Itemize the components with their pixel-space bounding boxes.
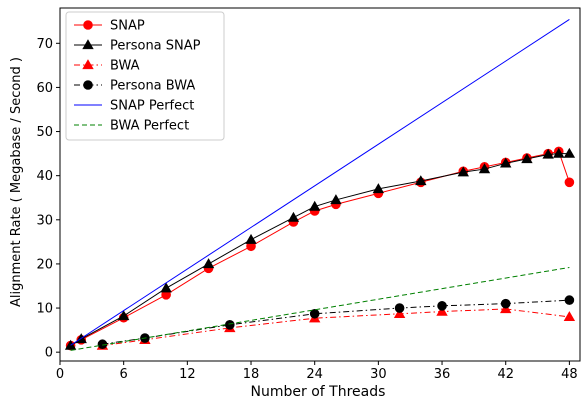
data-point-1-13 <box>500 157 512 168</box>
legend-item-5: BWA Perfect <box>74 119 189 134</box>
x-axis-label: Number of Threads <box>251 384 386 400</box>
series-line-4 <box>70 19 570 346</box>
legend-marker-1 <box>82 39 94 50</box>
legend-marker-2 <box>82 59 94 70</box>
legend-item-2: BWA <box>74 59 140 74</box>
y-tick-label-6: 60 <box>36 81 53 96</box>
axes: 0 6 12 18 24 30 36 42 48 0 10 20 30 40 50 60 70 <box>36 7 581 382</box>
data-point-1-5 <box>245 233 257 244</box>
legend-label-2: BWA <box>110 59 140 74</box>
data-point-1-12 <box>478 163 491 174</box>
data-point-1-9 <box>372 183 385 194</box>
data-point-2-4 <box>393 308 406 318</box>
legend-label-0: SNAP <box>110 19 145 34</box>
data-point-1-11 <box>457 166 469 177</box>
plot-frame <box>59 7 581 362</box>
legend-item-4: SNAP Perfect <box>74 99 194 114</box>
series-line-0 <box>70 150 570 346</box>
legend: SNAP Persona SNAP BWA Persona BWA SNAP Perfe… <box>65 11 225 141</box>
series-line-1 <box>70 153 570 346</box>
y-tick-label-5: 50 <box>36 125 53 140</box>
data-point-0-17 <box>564 177 575 188</box>
x-tick-label-0: 0 <box>56 367 64 382</box>
plot-marks <box>64 19 576 351</box>
data-point-1-2 <box>117 310 130 321</box>
data-point-3-2 <box>224 320 235 330</box>
data-point-1-14 <box>521 153 533 164</box>
x-tick-label-7: 42 <box>497 367 514 382</box>
legend-label-3: Persona BWA <box>110 79 195 94</box>
data-point-3-6 <box>500 298 511 309</box>
data-point-1-17 <box>563 147 576 158</box>
series-3 <box>97 295 575 350</box>
series-1 <box>64 147 576 350</box>
x-tick-label-8: 48 <box>561 367 578 382</box>
data-point-1-4 <box>202 258 215 269</box>
data-point-2-7 <box>563 311 576 322</box>
series-4 <box>70 19 570 346</box>
series-0 <box>65 146 575 351</box>
data-point-2-5 <box>436 305 448 316</box>
y-axis-label: Alignment Rate ( Megabase / Second ) <box>9 57 24 307</box>
legend-label-1: Persona SNAP <box>110 39 201 54</box>
data-point-1-8 <box>330 194 342 205</box>
legend-item-3: Persona BWA <box>74 79 195 94</box>
data-point-1-6 <box>287 211 300 222</box>
data-point-3-3 <box>309 308 320 319</box>
x-tick-label-5: 30 <box>370 367 387 382</box>
data-point-1-15 <box>542 148 554 159</box>
data-point-3-5 <box>437 301 447 311</box>
legend-item-0: SNAP <box>74 19 145 34</box>
y-tick-label-7: 70 <box>36 37 53 52</box>
y-tick-label-1: 10 <box>36 302 53 317</box>
data-point-1-10 <box>415 175 427 186</box>
legend-item-1: Persona SNAP <box>74 39 201 54</box>
legend-box <box>65 11 225 141</box>
data-point-1-7 <box>309 200 321 211</box>
data-point-3-7 <box>564 295 575 305</box>
series-5 <box>70 266 570 351</box>
x-tick-label-3: 18 <box>243 367 260 382</box>
x-tick-label-2: 12 <box>179 367 196 382</box>
x-tick-label-6: 36 <box>434 367 451 382</box>
legend-label-4: SNAP Perfect <box>110 99 194 114</box>
x-tick-label-1: 6 <box>120 367 128 382</box>
series-line-5 <box>70 266 570 351</box>
legend-marker-3 <box>83 80 93 90</box>
x-tick-label-4: 24 <box>306 367 323 382</box>
data-point-1-3 <box>160 282 172 293</box>
y-tick-label-2: 20 <box>36 257 53 272</box>
y-tick-label-4: 40 <box>36 169 53 184</box>
y-tick-label-3: 30 <box>36 213 53 228</box>
legend-marker-0 <box>83 20 93 30</box>
legend-label-5: BWA Perfect <box>110 119 189 134</box>
data-point-1-16 <box>553 147 565 158</box>
series-line-2 <box>102 308 570 347</box>
series-2 <box>96 303 576 350</box>
y-tick-label-0: 0 <box>45 346 53 361</box>
data-point-3-4 <box>394 303 405 313</box>
